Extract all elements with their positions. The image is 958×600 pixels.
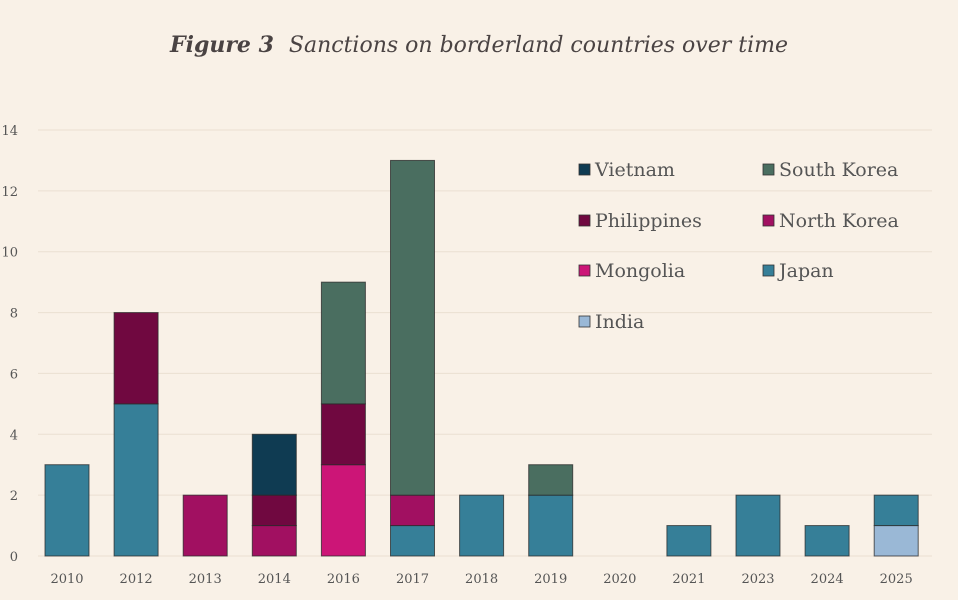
legend-item-vietnam: Vietnam xyxy=(578,159,675,181)
legend-swatch xyxy=(578,264,591,277)
legend-swatch xyxy=(578,163,591,176)
legend-swatch xyxy=(578,315,591,328)
bar-segment-japan xyxy=(459,494,505,557)
y-tick-label: 14 xyxy=(1,124,18,139)
bar-segment-philippines xyxy=(251,494,297,527)
legend: Vietnam South Korea Philippines North Korea… xyxy=(578,159,899,333)
x-tick-label: 2021 xyxy=(672,572,705,587)
x-tick-label: 2016 xyxy=(327,572,360,587)
legend-swatch xyxy=(578,214,591,227)
bar-segment-japan xyxy=(113,403,159,557)
figure-number: Figure 3 xyxy=(169,32,274,58)
bar-segment-japan xyxy=(44,464,90,557)
y-axis: 0 2 4 6 8 10 12 14 xyxy=(1,124,18,565)
legend-swatch xyxy=(762,163,775,176)
bar-segment-mongolia xyxy=(320,464,366,557)
x-tick-label: 2024 xyxy=(811,572,844,587)
y-tick-label: 2 xyxy=(10,489,18,504)
bar-segment-japan xyxy=(804,525,850,557)
bar-segment-japan xyxy=(528,494,574,557)
legend-item-south-korea: South Korea xyxy=(762,159,898,181)
legend-item-north-korea: North Korea xyxy=(762,210,899,232)
y-tick-label: 0 xyxy=(10,550,18,565)
y-tick-label: 10 xyxy=(1,246,18,261)
chart-title: Figure 3 Sanctions on borderland countri… xyxy=(0,32,958,58)
bar-segment-north-korea xyxy=(251,525,297,557)
x-tick-label: 2025 xyxy=(880,572,913,587)
legend-swatch xyxy=(762,214,775,227)
bar-segment-south-korea xyxy=(390,159,435,496)
bars xyxy=(44,159,919,557)
legend-item-india: India xyxy=(578,311,644,333)
legend-label: India xyxy=(595,311,644,333)
x-tick-label: 2012 xyxy=(120,572,153,587)
legend-swatch xyxy=(762,264,775,277)
x-tick-label: 2017 xyxy=(396,572,429,587)
legend-item-mongolia: Mongolia xyxy=(578,260,685,282)
bar-segment-philippines xyxy=(113,312,159,405)
x-tick-label: 2019 xyxy=(534,572,567,587)
legend-item-philippines: Philippines xyxy=(578,210,702,232)
x-tick-label: 2020 xyxy=(603,572,636,587)
legend-item-japan: Japan xyxy=(762,260,834,282)
x-tick-label: 2014 xyxy=(258,572,291,587)
bar-segment-philippines xyxy=(320,403,366,466)
x-tick-label: 2018 xyxy=(465,572,498,587)
y-tick-label: 6 xyxy=(10,367,18,382)
legend-label: South Korea xyxy=(779,159,898,181)
bar-segment-india xyxy=(873,525,919,557)
bar-segment-vietnam xyxy=(251,433,297,496)
x-tick-label: 2010 xyxy=(50,572,83,587)
legend-label: North Korea xyxy=(779,210,899,232)
bar-segment-south-korea xyxy=(320,281,366,405)
legend-label: Mongolia xyxy=(595,260,685,282)
bar-segment-north-korea xyxy=(390,494,435,527)
y-tick-label: 12 xyxy=(1,185,18,200)
bar-segment-japan xyxy=(666,525,712,557)
gridlines xyxy=(38,129,932,557)
bar-segment-north-korea xyxy=(182,494,228,557)
figure-title: Sanctions on borderland countries over t… xyxy=(288,33,788,58)
legend-label: Philippines xyxy=(595,210,702,232)
bar-segment-japan xyxy=(873,494,919,527)
bar-segment-japan xyxy=(390,525,435,557)
x-tick-label: 2013 xyxy=(189,572,222,587)
legend-label: Vietnam xyxy=(594,159,675,181)
x-tick-label: 2023 xyxy=(741,572,774,587)
x-axis: 2010 2012 2013 2014 2016 2017 2018 2019 2020 2021… xyxy=(50,572,912,587)
y-tick-label: 4 xyxy=(10,428,18,443)
legend-label: Japan xyxy=(777,260,834,282)
bar-segment-south-korea xyxy=(528,464,574,496)
bar-segment-japan xyxy=(735,494,781,557)
y-tick-label: 8 xyxy=(10,307,18,322)
